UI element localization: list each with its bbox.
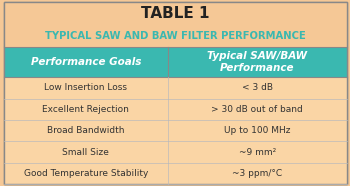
FancyBboxPatch shape <box>4 77 346 99</box>
Text: ~9 mm²: ~9 mm² <box>239 147 276 157</box>
Text: Small Size: Small Size <box>62 147 109 157</box>
Text: Good Temperature Stability: Good Temperature Stability <box>23 169 148 178</box>
Text: < 3 dB: < 3 dB <box>242 83 273 92</box>
Text: TYPICAL SAW AND BAW FILTER PERFORMANCE: TYPICAL SAW AND BAW FILTER PERFORMANCE <box>45 31 305 41</box>
Text: Up to 100 MHz: Up to 100 MHz <box>224 126 290 135</box>
Text: Broad Bandwidth: Broad Bandwidth <box>47 126 125 135</box>
Text: Typical SAW/BAW
Performance: Typical SAW/BAW Performance <box>207 51 307 73</box>
Text: > 30 dB out of band: > 30 dB out of band <box>211 105 303 114</box>
FancyBboxPatch shape <box>4 141 346 163</box>
FancyBboxPatch shape <box>4 163 346 184</box>
FancyBboxPatch shape <box>168 46 346 77</box>
FancyBboxPatch shape <box>4 2 346 184</box>
FancyBboxPatch shape <box>4 120 346 141</box>
FancyBboxPatch shape <box>4 2 346 46</box>
Text: Low Insertion Loss: Low Insertion Loss <box>44 83 127 92</box>
Text: TABLE 1: TABLE 1 <box>141 7 209 21</box>
FancyBboxPatch shape <box>4 46 168 77</box>
Text: Performance Goals: Performance Goals <box>30 57 141 67</box>
Text: Excellent Rejection: Excellent Rejection <box>42 105 129 114</box>
Text: ~3 ppm/°C: ~3 ppm/°C <box>232 169 282 178</box>
FancyBboxPatch shape <box>4 99 346 120</box>
